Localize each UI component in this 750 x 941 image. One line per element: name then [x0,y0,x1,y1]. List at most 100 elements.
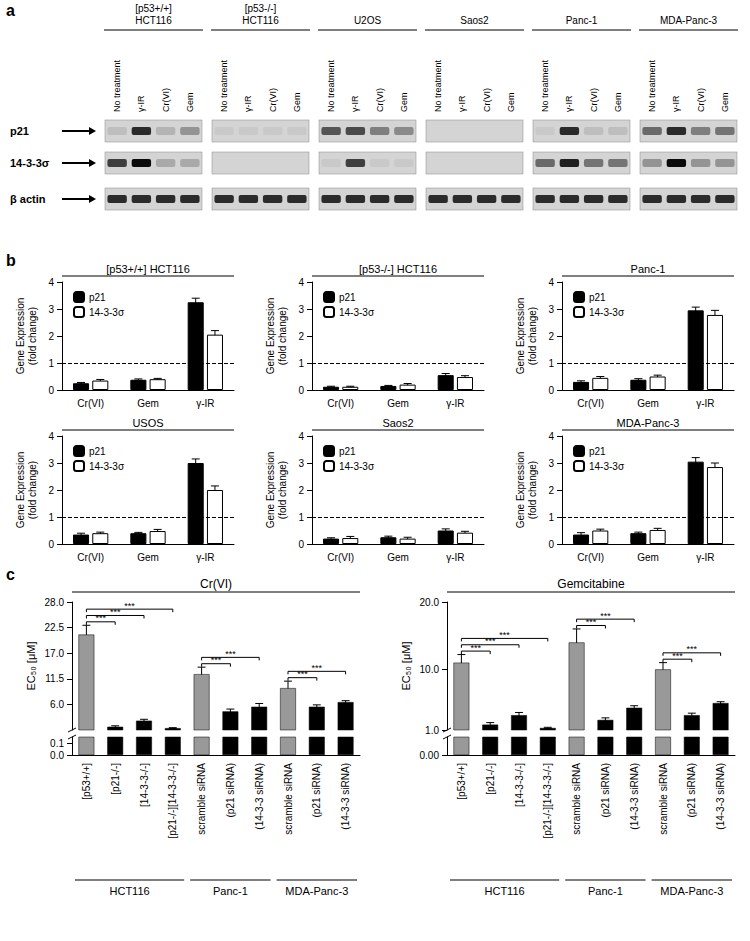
svg-text:(p21 siRNA): (p21 siRNA) [686,763,697,817]
svg-text:3: 3 [298,304,304,315]
svg-text:HCT116: HCT116 [242,15,279,26]
svg-text:3: 3 [298,458,304,469]
svg-text:EC₅₀ [μM]: EC₅₀ [μM] [400,642,412,691]
svg-text:Gem: Gem [185,92,195,112]
svg-text:[p21-/-]: [p21-/-] [485,763,496,795]
svg-text:No treatment: No treatment [647,59,657,112]
svg-text:3: 3 [548,304,554,315]
svg-text:0.00: 0.00 [420,750,440,761]
svg-text:γ-IR: γ-IR [564,95,574,112]
svg-text:3: 3 [548,458,554,469]
svg-text:(fold change): (fold change) [277,307,288,365]
svg-text:28.0: 28.0 [45,597,65,608]
svg-text:***: *** [586,617,597,627]
svg-text:(14-3-3 siRNA): (14-3-3 siRNA) [629,763,640,830]
svg-text:p21: p21 [89,292,106,303]
svg-text:Saos2: Saos2 [382,417,413,429]
svg-text:Gene Expression: Gene Expression [265,298,276,375]
svg-text:scramble siRNA: scramble siRNA [658,763,669,835]
svg-text:Gene Expression: Gene Expression [15,298,26,375]
svg-text:γ-IR: γ-IR [457,95,467,112]
svg-text:Gem: Gem [637,552,659,563]
svg-text:p21: p21 [339,292,356,303]
svg-text:0: 0 [48,385,54,396]
svg-text:[p21-/-][14-3-3-/-]: [p21-/-][14-3-3-/-] [542,763,553,839]
svg-text:MDA-Panc-3: MDA-Panc-3 [285,885,348,897]
svg-text:***: *** [110,607,121,617]
svg-text:β actin: β actin [10,193,46,205]
svg-text:p21: p21 [589,292,606,303]
svg-text:(p21 siRNA): (p21 siRNA) [311,763,322,817]
svg-text:Gem: Gem [137,552,159,563]
svg-text:Gem: Gem [387,552,409,563]
svg-text:γ-IR: γ-IR [136,95,146,112]
svg-text:14-3-3σ: 14-3-3σ [89,461,125,472]
svg-text:3: 3 [48,458,54,469]
svg-text:[p53-/-] HCT116: [p53-/-] HCT116 [359,263,437,275]
svg-text:4: 4 [548,431,554,442]
svg-text:***: *** [312,663,323,673]
svg-text:17.0: 17.0 [45,648,65,659]
svg-text:(fold change): (fold change) [27,307,38,365]
svg-text:Cr(VI): Cr(VI) [589,88,599,112]
svg-text:Panc-1: Panc-1 [566,15,598,26]
svg-text:1: 1 [548,512,554,523]
svg-text:Cr(VI): Cr(VI) [161,88,171,112]
svg-text:Panc-1: Panc-1 [631,263,666,275]
svg-text:14-3-3σ: 14-3-3σ [339,307,375,318]
svg-text:γ-IR: γ-IR [446,552,464,563]
svg-text:Gene Expression: Gene Expression [515,298,526,375]
svg-text:c: c [6,566,15,583]
svg-text:Saos2: Saos2 [460,15,489,26]
svg-text:MDA-Panc-3: MDA-Panc-3 [660,15,718,26]
svg-text:***: *** [499,630,510,640]
svg-text:4: 4 [548,277,554,288]
svg-text:Gem: Gem [613,92,623,112]
svg-text:γ-IR: γ-IR [350,95,360,112]
svg-text:scramble siRNA: scramble siRNA [571,763,582,835]
svg-text:[p53+/+]: [p53+/+] [135,3,172,14]
svg-text:p21: p21 [589,446,606,457]
svg-text:[p21-/-]: [p21-/-] [110,763,121,795]
svg-text:(p21 siRNA): (p21 siRNA) [600,763,611,817]
svg-text:p21: p21 [89,446,106,457]
svg-text:Panc-1: Panc-1 [588,885,623,897]
svg-text:(fold change): (fold change) [277,461,288,519]
svg-text:Cr(VI): Cr(VI) [327,398,354,409]
svg-text:γ-IR: γ-IR [696,552,714,563]
svg-text:***: *** [96,613,107,623]
svg-text:[p53+/+] HCT116: [p53+/+] HCT116 [106,263,190,275]
svg-text:6.0: 6.0 [50,699,64,710]
svg-text:p21: p21 [339,446,356,457]
svg-text:Gem: Gem [637,398,659,409]
svg-text:Cr(VI): Cr(VI) [200,577,232,591]
svg-text:γ-IR: γ-IR [243,95,253,112]
svg-text:(14-3-3 siRNA): (14-3-3 siRNA) [340,763,351,830]
svg-text:(fold change): (fold change) [527,307,538,365]
svg-text:[p21-/-][14-3-3-/-]: [p21-/-][14-3-3-/-] [167,763,178,839]
svg-text:4: 4 [298,277,304,288]
svg-text:***: *** [297,669,308,679]
svg-text:b: b [6,252,16,269]
svg-text:***: *** [485,636,496,646]
svg-text:***: *** [687,644,698,654]
svg-text:3: 3 [48,304,54,315]
svg-text:USOS: USOS [132,417,163,429]
svg-text:Panc-1: Panc-1 [213,885,248,897]
svg-text:1.0: 1.0 [425,725,439,736]
svg-text:γ-IR: γ-IR [446,398,464,409]
svg-text:Cr(VI): Cr(VI) [375,88,385,112]
svg-text:Cr(VI): Cr(VI) [77,398,104,409]
svg-text:1: 1 [48,358,54,369]
svg-text:Gene Expression: Gene Expression [15,452,26,529]
svg-text:Cr(VI): Cr(VI) [268,88,278,112]
svg-text:(fold change): (fold change) [527,461,538,519]
svg-text:2: 2 [298,331,304,342]
svg-text:***: *** [600,611,611,621]
svg-text:(14-3-3 siRNA): (14-3-3 siRNA) [254,763,265,830]
svg-text:22.5: 22.5 [45,622,65,633]
svg-text:2: 2 [548,485,554,496]
svg-text:2: 2 [48,331,54,342]
svg-text:1: 1 [298,358,304,369]
svg-text:No treatment: No treatment [112,59,122,112]
